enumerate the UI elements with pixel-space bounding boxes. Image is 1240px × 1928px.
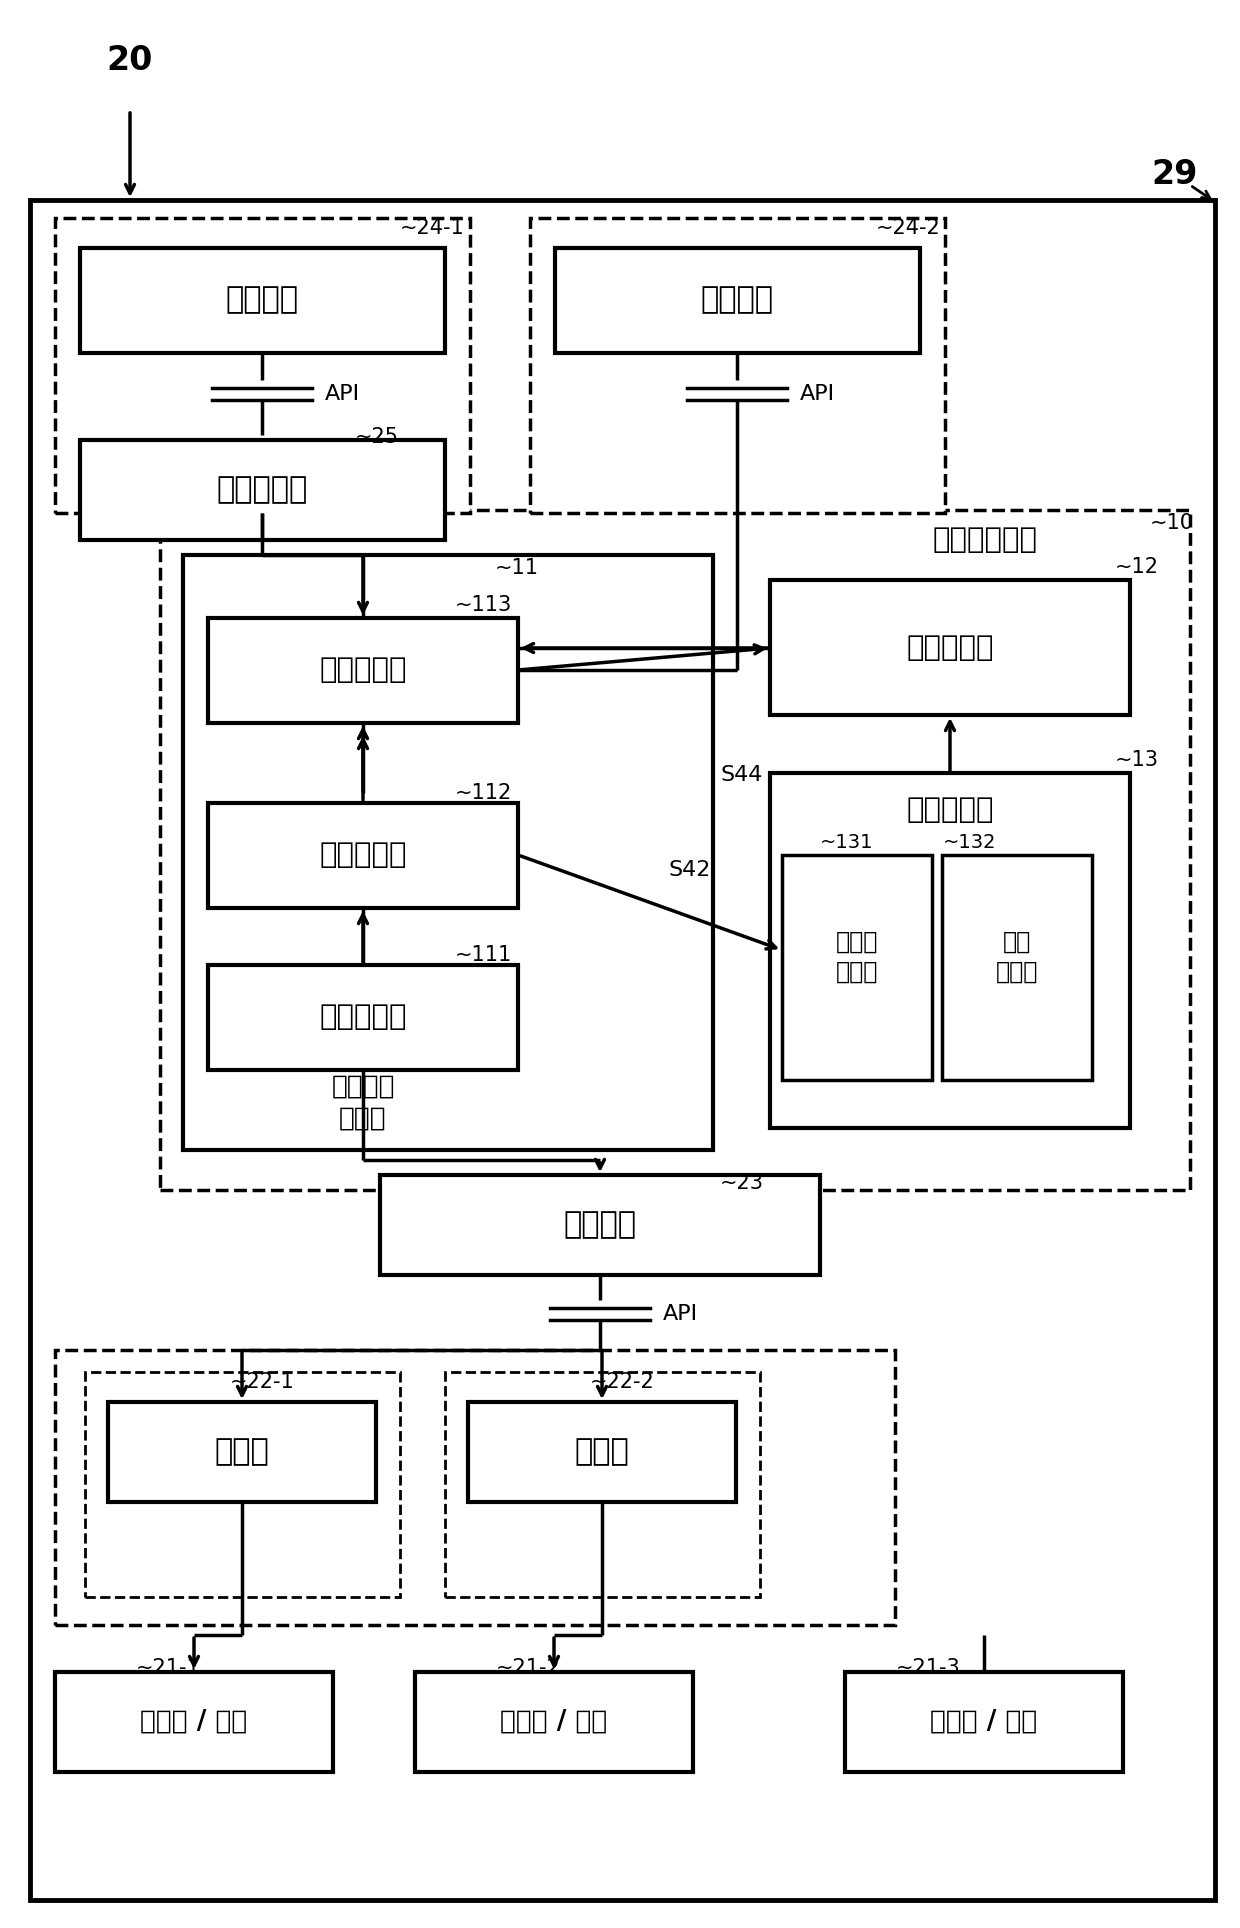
Bar [529,218,945,513]
Bar [379,1174,820,1274]
Text: 传感器 / 设备: 传感器 / 设备 [501,1708,608,1735]
Text: 消息客户端: 消息客户端 [319,1003,407,1031]
Bar [81,249,445,353]
Text: 传感器 / 设备: 传感器 / 设备 [930,1708,1038,1735]
Bar [415,1672,693,1772]
Text: 29: 29 [1152,158,1198,191]
Text: ~111: ~111 [455,945,512,966]
Text: 棂索式
登记部: 棂索式 登记部 [836,929,878,983]
Text: API: API [663,1303,698,1325]
Bar [108,1402,376,1502]
Text: ~21-1: ~21-1 [135,1658,200,1677]
Text: 应用程序: 应用程序 [701,285,774,314]
Bar [30,201,1215,1899]
Text: 传感器 / 设备: 传感器 / 设备 [140,1708,248,1735]
Text: ~113: ~113 [455,596,512,615]
Text: ~22-2: ~22-2 [590,1373,655,1392]
Text: ~132: ~132 [942,833,997,852]
Bar [556,249,920,353]
Text: 20: 20 [107,44,154,77]
Text: 消息代理: 消息代理 [563,1211,636,1240]
Text: 转换器: 转换器 [215,1438,269,1467]
Text: S42: S42 [668,860,711,879]
Text: ~11: ~11 [495,557,539,578]
Bar [770,580,1130,715]
Text: 数据管理
功能部: 数据管理 功能部 [331,1074,394,1132]
Text: 询问控制器: 询问控制器 [319,656,407,684]
Text: ~10: ~10 [1149,513,1194,532]
Bar [55,218,470,513]
Bar [208,619,518,723]
Bar [208,802,518,908]
Text: API: API [325,384,360,405]
Text: ~12: ~12 [1115,557,1159,576]
Text: S44: S44 [720,765,763,785]
Text: API: API [800,384,835,405]
Text: ~13: ~13 [1115,750,1159,769]
Bar [208,966,518,1070]
Text: 数据保存部: 数据保存部 [906,634,993,661]
Bar [86,1373,401,1596]
Text: ~21-3: ~21-3 [895,1658,960,1677]
Text: 数据处理装置: 数据处理装置 [932,526,1038,553]
Bar [184,555,713,1149]
Bar [942,854,1092,1080]
Text: ~22-1: ~22-1 [231,1373,295,1392]
Text: 数据
存储部: 数据 存储部 [996,929,1038,983]
Text: 应用程序: 应用程序 [226,285,299,314]
Bar [81,440,445,540]
Text: ~24-2: ~24-2 [875,218,940,237]
Bar [160,511,1190,1190]
Text: ~21-2: ~21-2 [495,1658,560,1677]
Bar [445,1373,760,1596]
Text: 转换器: 转换器 [574,1438,630,1467]
Bar [55,1672,334,1772]
Text: 数据管理器: 数据管理器 [319,841,407,870]
Bar [844,1672,1123,1772]
Text: 数据记录部: 数据记录部 [906,796,993,823]
Text: ~112: ~112 [455,783,512,802]
Text: 网络服务器: 网络服务器 [216,476,308,505]
Text: ~23: ~23 [720,1172,764,1193]
Bar [770,773,1130,1128]
Bar [55,1350,895,1625]
Text: ~25: ~25 [355,426,399,447]
Bar [782,854,932,1080]
Text: ~24-1: ~24-1 [401,218,465,237]
Bar [467,1402,737,1502]
Text: ~131: ~131 [820,833,873,852]
